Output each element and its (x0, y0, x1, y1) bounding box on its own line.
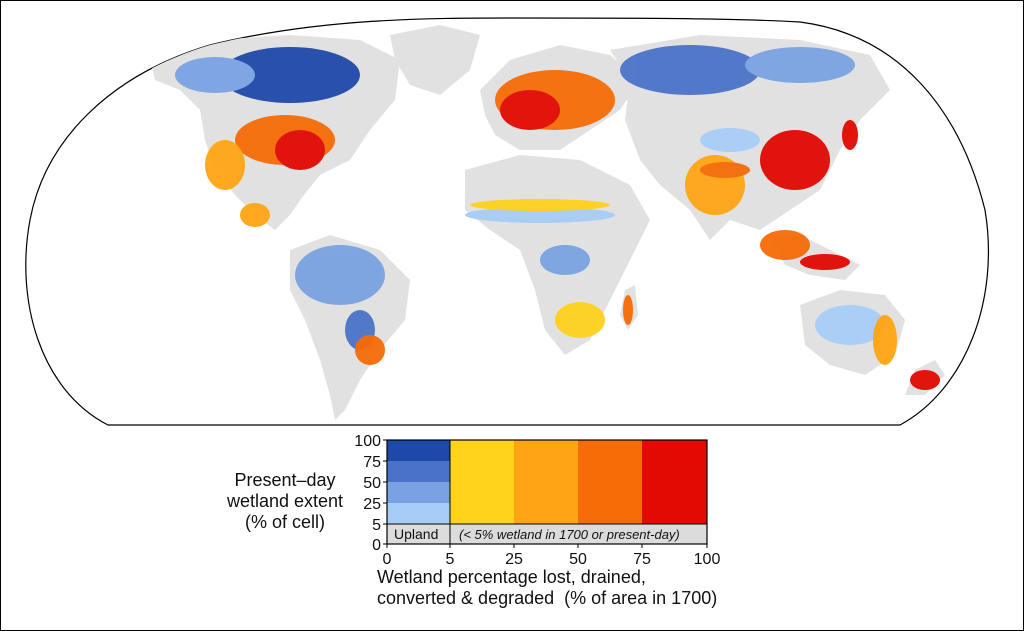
wetland-extent-overlay (175, 45, 885, 350)
x-tick-label: 5 (446, 551, 455, 568)
extent-cell-50-75 (387, 461, 450, 482)
legend-border (386, 439, 708, 545)
y-tick-label: 0 (372, 537, 381, 554)
canada-wetlands (220, 47, 360, 103)
us-east-loss (275, 130, 325, 170)
x-axis-title-line: Wetland percentage lost, drained, (377, 567, 646, 587)
loss-cell-5-25 (450, 440, 514, 524)
ganges-loss (700, 162, 750, 178)
sahel-loss (470, 199, 610, 211)
legend-y-axis: 100 75 50 25 5 0 (354, 433, 387, 554)
y-tick-label: 25 (363, 496, 381, 513)
y-tick-label: 5 (372, 517, 381, 534)
new-zealand-loss (910, 370, 940, 390)
us-west-loss (205, 140, 245, 190)
x-axis-title-line: converted & degraded (% of area in 1700) (377, 588, 718, 608)
canada-wetlands-light (175, 57, 255, 93)
extent-cell-25-50 (387, 482, 450, 503)
madagascar-loss (623, 295, 633, 325)
australia-wetlands (815, 305, 885, 345)
southeast-asia-loss (760, 230, 810, 260)
tibet-wetlands (700, 128, 760, 152)
x-axis-title: Wetland percentage lost, drained, conver… (377, 567, 797, 609)
upland-band (387, 524, 707, 544)
legend-grid: Upland (< 5% wetland in 1700 or present-… (386, 439, 708, 545)
x-tick-label: 100 (694, 551, 721, 568)
y-tick-label: 100 (354, 433, 381, 450)
mexico-loss (240, 203, 270, 227)
greenland-landmass (390, 25, 480, 95)
australia-east-loss (873, 315, 897, 365)
y-axis-title: Present–day wetland extent (% of cell) (190, 470, 380, 533)
y-axis-title-line: Present–day (234, 470, 336, 490)
wetland-loss-overlay (205, 70, 940, 390)
indonesia-loss (800, 254, 850, 270)
y-axis-title-line: wetland extent (226, 491, 344, 511)
loss-cell-75-100 (642, 440, 707, 524)
southern-africa-loss (555, 302, 605, 338)
siberia-wetlands-east (745, 47, 855, 83)
argentina-loss (355, 335, 385, 365)
continents (150, 25, 945, 420)
sahel-wetlands (465, 207, 615, 223)
y-tick-label: 50 (363, 475, 381, 492)
congo-wetlands (540, 245, 590, 275)
x-tick-label: 75 (633, 551, 651, 568)
x-tick-label: 50 (569, 551, 587, 568)
extent-cell-75-100 (387, 440, 450, 461)
x-tick-label: 0 (383, 551, 392, 568)
amazon-wetlands (295, 245, 385, 305)
x-tick-label: 25 (505, 551, 523, 568)
loss-cell-50-75 (578, 440, 642, 524)
y-tick-label: 75 (363, 454, 381, 471)
y-axis-title-line: (% of cell) (244, 512, 325, 532)
china-loss (760, 130, 830, 190)
extent-cell-5-25 (387, 503, 450, 524)
upland-label: Upland (394, 526, 438, 542)
japan-loss (842, 120, 858, 150)
upland-note: (< 5% wetland in 1700 or present-day) (459, 527, 680, 542)
legend-x-axis: 0 5 25 50 75 100 (383, 544, 721, 568)
loss-cell-25-50 (514, 440, 578, 524)
europe-core-loss (500, 90, 560, 130)
siberia-wetlands (620, 45, 760, 95)
